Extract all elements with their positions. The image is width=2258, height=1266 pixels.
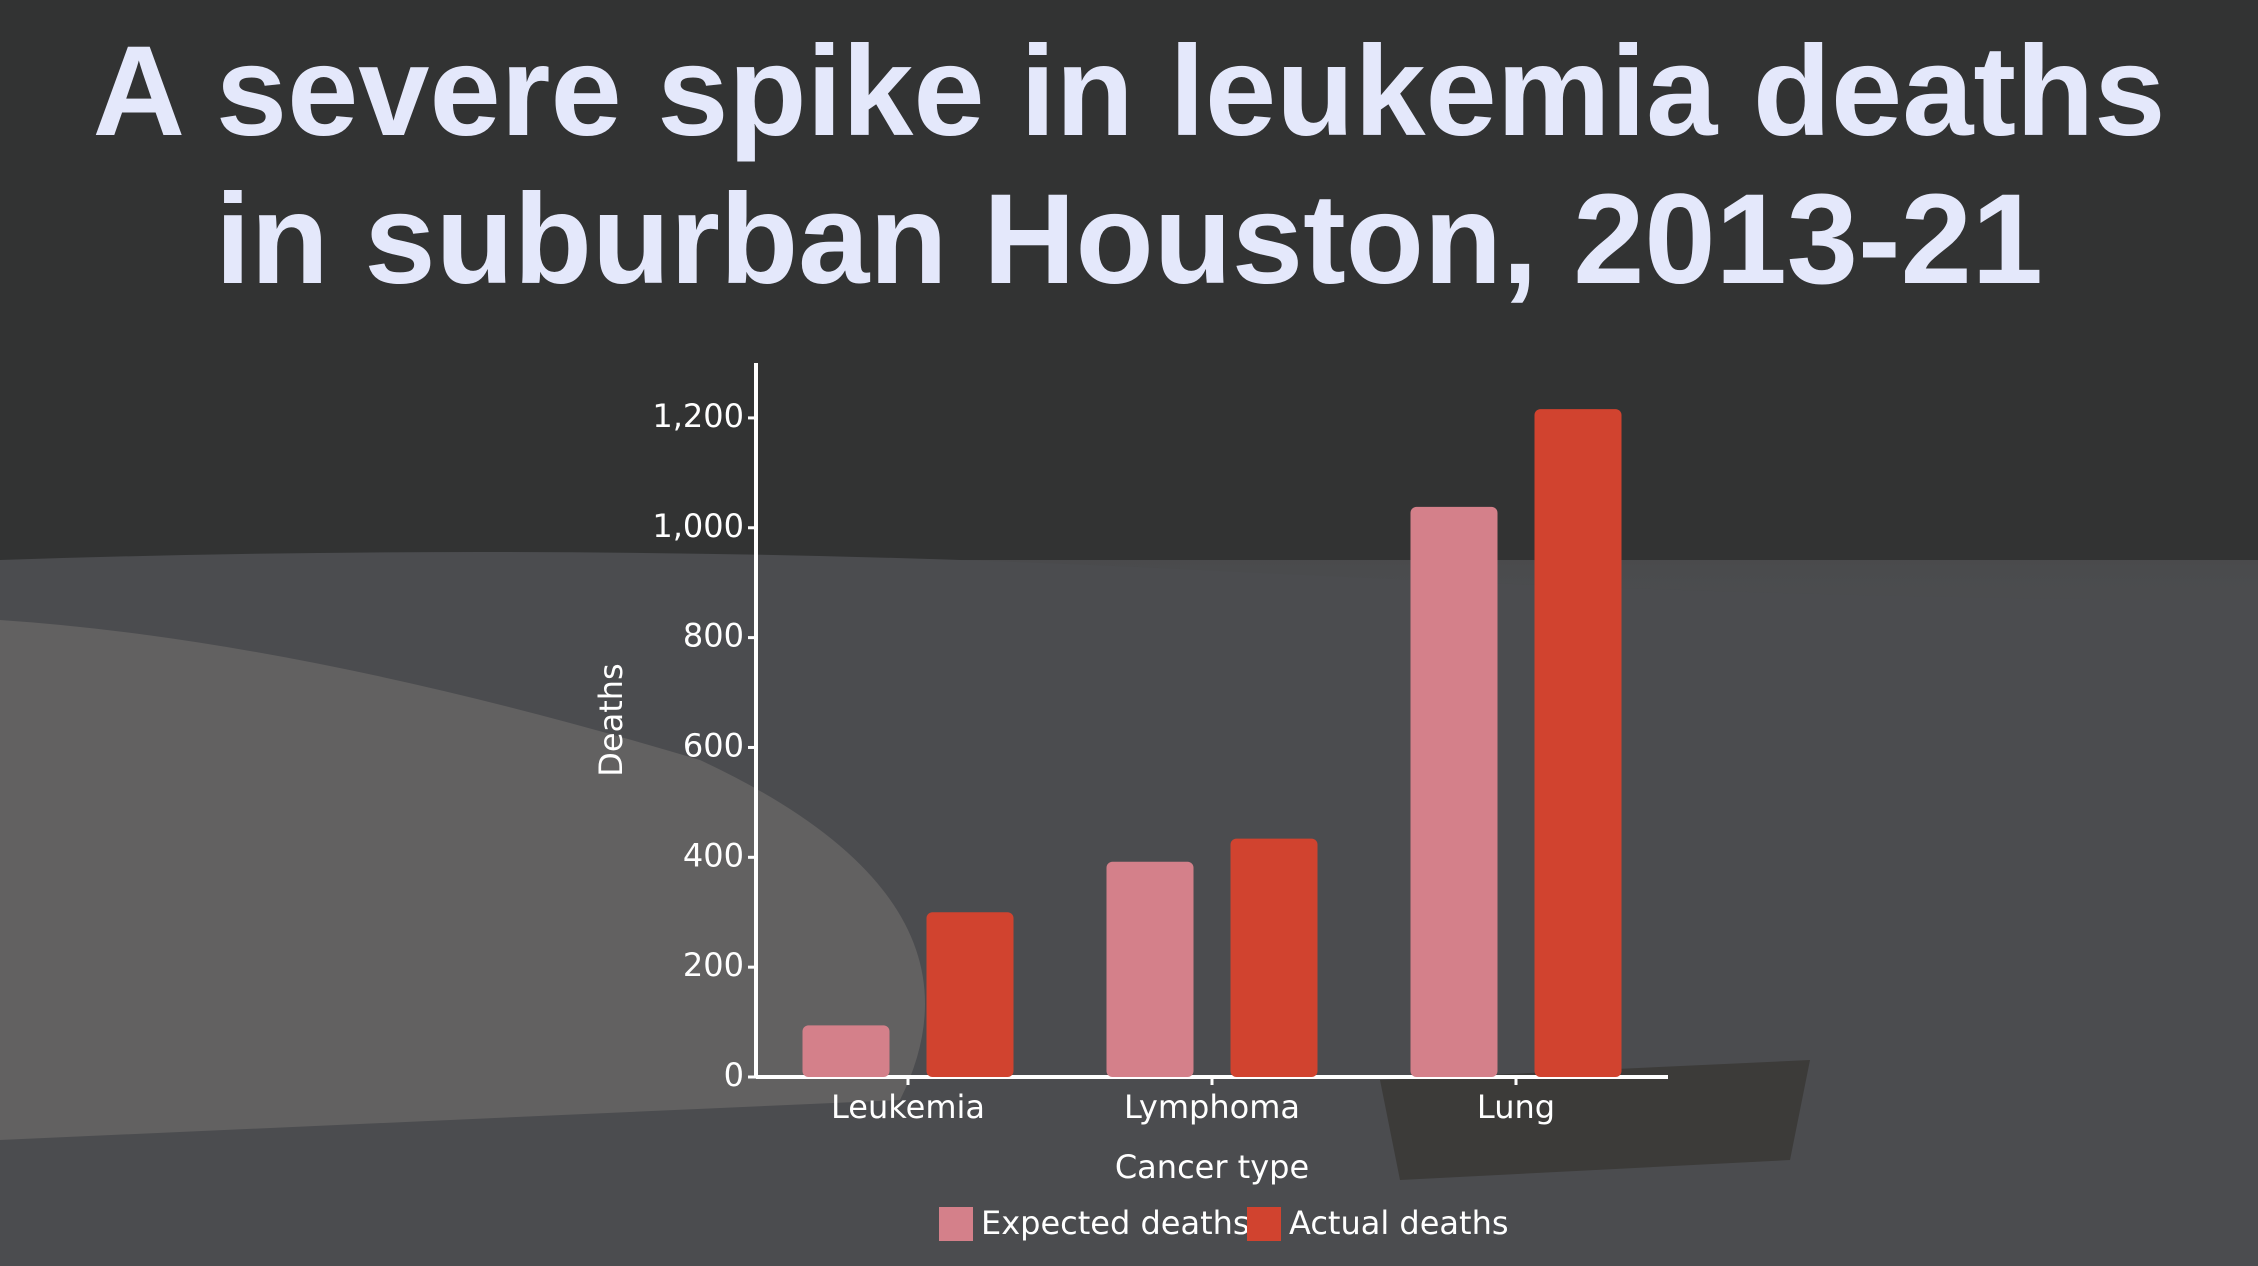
legend-swatch [1247, 1207, 1281, 1241]
bar [926, 912, 1014, 1077]
legend-swatch [939, 1207, 973, 1241]
legend-label: Expected deaths [981, 1204, 1250, 1242]
y-tick-label: 400 [683, 836, 744, 874]
boat [1380, 1060, 1810, 1180]
y-tick-label: 600 [683, 726, 744, 764]
y-tick-label: 800 [683, 617, 744, 655]
chart-title: A severe spike in leukemia deaths in sub… [92, 20, 2166, 311]
bar [1534, 409, 1622, 1077]
x-axis-title: Cancer type [1115, 1148, 1309, 1186]
y-axis-title: Deaths [592, 663, 630, 776]
tree-line [0, 0, 2258, 560]
bar [802, 1025, 890, 1077]
y-tick-label: 0 [724, 1056, 744, 1094]
x-tick-label: Leukemia [831, 1088, 985, 1126]
bar [1106, 861, 1194, 1077]
x-tick-label: Lymphoma [1124, 1088, 1300, 1126]
sand-bank [0, 620, 925, 1140]
bar [1230, 838, 1318, 1077]
y-tick-label: 1,200 [652, 397, 744, 435]
legend-label: Actual deaths [1289, 1204, 1509, 1242]
y-tick-label: 200 [683, 946, 744, 984]
y-tick-label: 1,000 [652, 507, 744, 545]
bar [1410, 506, 1498, 1078]
x-tick-label: Lung [1477, 1088, 1555, 1126]
